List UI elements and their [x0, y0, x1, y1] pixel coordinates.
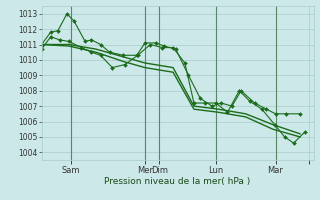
X-axis label: Pression niveau de la mer( hPa ): Pression niveau de la mer( hPa )	[104, 177, 251, 186]
